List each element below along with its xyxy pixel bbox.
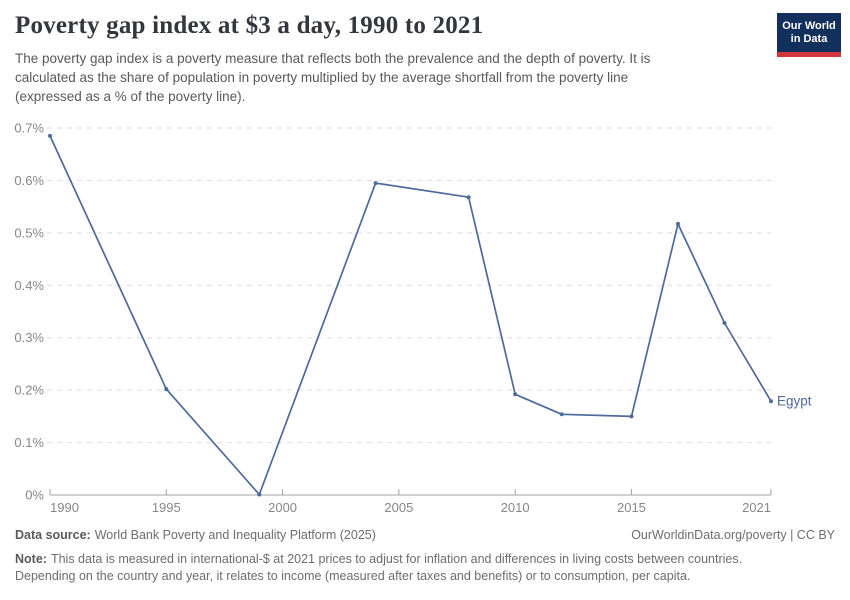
y-tick-label: 0.5% xyxy=(14,225,44,240)
data-point xyxy=(559,412,564,417)
data-source-text: World Bank Poverty and Inequality Platfo… xyxy=(94,528,376,542)
chart-footer: Data source: World Bank Poverty and Inequ… xyxy=(15,527,835,585)
footer-note: Note: This data is measured in internatio… xyxy=(15,551,835,585)
y-tick-label: 0.6% xyxy=(14,173,44,188)
note-line: This data is measured in international-$… xyxy=(50,552,743,566)
y-tick-label: 0.7% xyxy=(14,121,44,136)
credit-link[interactable]: OurWorldinData.org/poverty | CC BY xyxy=(631,528,835,542)
x-tick-label: 2010 xyxy=(501,500,530,515)
line-chart[interactable]: 0% 0.1% 0.2% 0.3% 0.4% 0.5% 0.6% 0.7% 1990 1995 20… xyxy=(0,118,850,520)
y-tick-label: 0.2% xyxy=(14,383,44,398)
x-tick-label: 1990 xyxy=(50,500,79,515)
series-label: Egypt xyxy=(777,394,812,409)
chart-title: Poverty gap index at $3 a day, 1990 to 2… xyxy=(15,12,484,39)
x-tick-label: 1995 xyxy=(152,500,181,515)
data-source-label: Data source: xyxy=(15,528,91,542)
data-point xyxy=(513,392,518,397)
owid-logo-red-bar xyxy=(777,52,841,57)
data-source: Data source: World Bank Poverty and Inequ… xyxy=(15,527,376,544)
y-tick-label: 0.4% xyxy=(14,278,44,293)
y-tick-label: 0.3% xyxy=(14,330,44,345)
note-label: Note: xyxy=(15,552,47,566)
owid-logo-text: Our World in Data xyxy=(777,13,841,52)
data-point xyxy=(164,387,169,392)
x-tick-label: 2021 xyxy=(742,500,771,515)
note-line: Depending on the country and year, it re… xyxy=(15,569,691,583)
data-point xyxy=(373,181,378,186)
x-tick-label: 2015 xyxy=(617,500,646,515)
series-line xyxy=(49,135,772,496)
x-tick-label: 2005 xyxy=(384,500,413,515)
chart-subtitle: The poverty gap index is a poverty measu… xyxy=(15,49,835,106)
footer-source-row: Data source: World Bank Poverty and Inequ… xyxy=(15,527,835,544)
data-point xyxy=(722,321,727,325)
y-tick-label: 0% xyxy=(25,488,44,503)
data-point xyxy=(48,133,52,138)
y-tick-label: 0.1% xyxy=(14,435,44,450)
data-point xyxy=(257,492,262,497)
subtitle-line: calculated as the share of population in… xyxy=(15,70,629,85)
subtitle-line: (expressed as a % of the poverty line). xyxy=(15,89,246,104)
data-point xyxy=(769,399,773,404)
data-point xyxy=(676,221,680,226)
x-tick-label: 2000 xyxy=(268,500,297,515)
chart-header: Poverty gap index at $3 a day, 1990 to 2… xyxy=(15,12,835,106)
data-point xyxy=(466,195,471,200)
subtitle-line: The poverty gap index is a poverty measu… xyxy=(15,51,651,66)
owid-logo[interactable]: Our World in Data xyxy=(777,13,841,57)
data-point xyxy=(629,414,634,419)
